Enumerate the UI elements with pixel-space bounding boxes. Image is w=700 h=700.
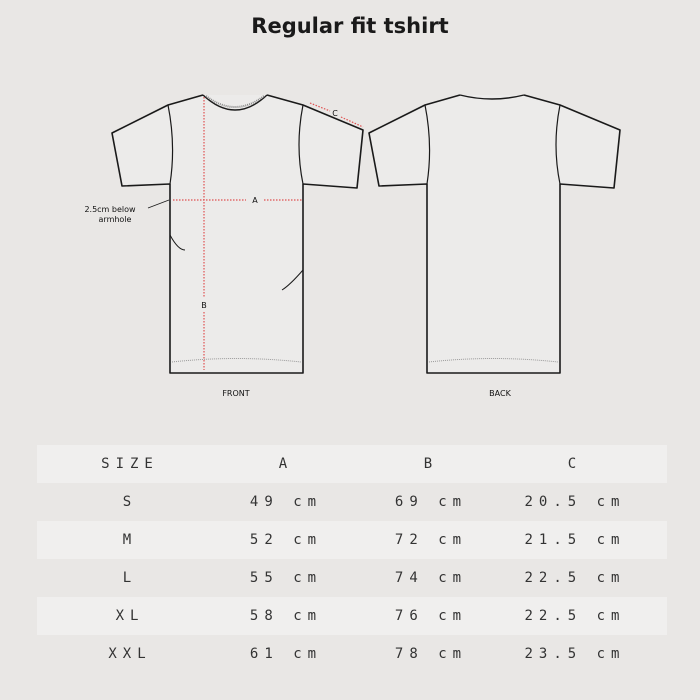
measure-c-label: C <box>332 109 338 118</box>
cell-b: 76 cm <box>394 608 468 624</box>
measurements <box>173 97 364 370</box>
cell-b: 74 cm <box>394 570 468 586</box>
table-row: L 55 cm 74 cm 22.5 cm <box>37 559 667 597</box>
cell-a: 52 cm <box>249 532 323 548</box>
front-shirt: FRONT <box>111 94 364 398</box>
measure-c-line-left <box>309 102 331 112</box>
cell-size: L <box>122 570 138 586</box>
cell-a: 49 cm <box>249 494 323 510</box>
cell-size: S <box>122 494 138 510</box>
header-b: B <box>423 456 439 472</box>
cell-c: 21.5 cm <box>524 532 626 548</box>
cell-size: M <box>122 532 138 548</box>
cell-b: 69 cm <box>394 494 468 510</box>
front-label: FRONT <box>222 389 249 398</box>
table-row: XXL 61 cm 78 cm 23.5 cm <box>37 635 667 673</box>
page-title: Regular fit tshirt <box>251 14 449 38</box>
cell-b: 78 cm <box>394 646 468 662</box>
note-line-1: 2.5cm below <box>84 205 136 214</box>
cell-a: 58 cm <box>249 608 323 624</box>
cell-c: 20.5 cm <box>524 494 626 510</box>
note-line-2: armhole <box>99 215 132 224</box>
table-row: S 49 cm 69 cm 20.5 cm <box>37 483 667 521</box>
back-shirt: BACK <box>368 94 621 398</box>
size-table: SIZE A B C S 49 cm 69 cm 20.5 cm M 52 cm… <box>37 445 667 673</box>
table-row: XL 58 cm 76 cm 22.5 cm <box>37 597 667 635</box>
header-a: A <box>278 456 294 472</box>
header-c: C <box>567 456 583 472</box>
measure-b-label: B <box>201 301 207 310</box>
cell-b: 72 cm <box>394 532 468 548</box>
measure-a-label: A <box>252 196 258 205</box>
cell-c: 22.5 cm <box>524 570 626 586</box>
cell-size: XXL <box>108 646 152 662</box>
table-row: M 52 cm 72 cm 21.5 cm <box>37 521 667 559</box>
cell-a: 61 cm <box>249 646 323 662</box>
cell-size: XL <box>115 608 145 624</box>
cell-c: 23.5 cm <box>524 646 626 662</box>
note-arrow-icon <box>147 199 170 209</box>
cell-a: 55 cm <box>249 570 323 586</box>
back-label: BACK <box>489 389 511 398</box>
header-size: SIZE <box>101 456 159 472</box>
measure-c-line-right <box>340 116 364 128</box>
cell-c: 22.5 cm <box>524 608 626 624</box>
table-header: SIZE A B C <box>37 445 667 483</box>
